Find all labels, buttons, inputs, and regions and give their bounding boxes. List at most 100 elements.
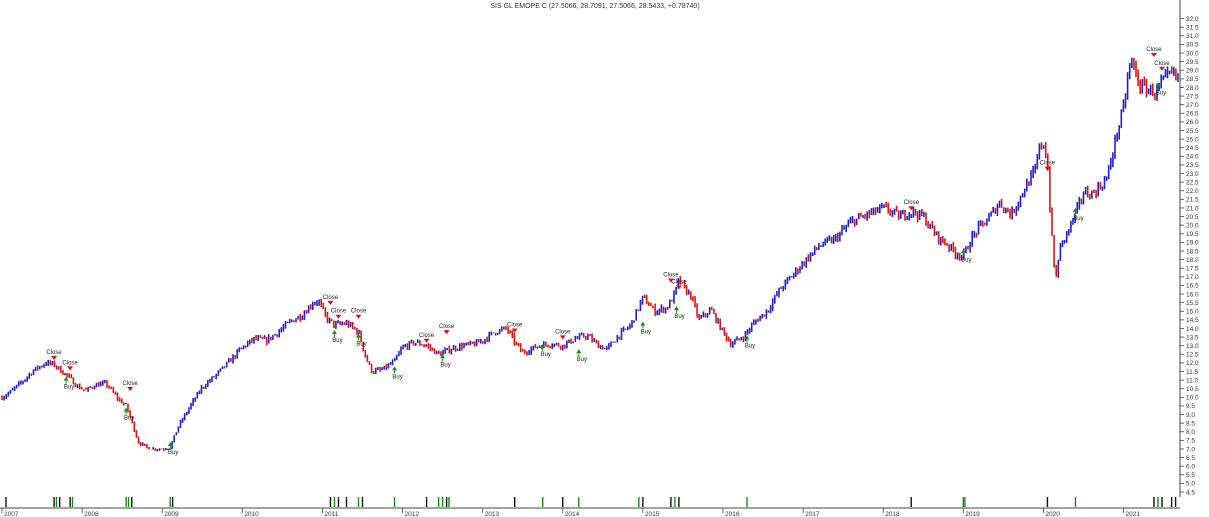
buy-marker [1155,82,1161,87]
close-label: Close [555,329,571,335]
close-marker [1158,66,1165,71]
close-label: Close [439,324,455,330]
y-tick-label: 18.0 [1186,257,1199,264]
price-plot-area [1,57,1179,452]
x-tick-label: 2018 [885,511,900,517]
y-tick-label: 21.5 [1186,197,1199,204]
buy-label: Buy [168,450,178,456]
close-label: Close [323,295,339,301]
close-marker [511,328,518,333]
x-tick-label: 2014 [565,511,580,517]
y-tick-label: 15.0 [1186,309,1199,316]
close-marker [67,366,74,371]
x-tick-label: 2020 [1045,511,1060,517]
x-tick-label: 2021 [1126,511,1141,517]
close-marker [127,386,134,391]
y-tick-label: 20.5 [1186,214,1199,221]
y-tick-label: 18.5 [1186,248,1199,255]
close-label: Close [419,333,435,339]
close-marker [355,314,362,319]
y-tick-label: 19.5 [1186,231,1199,238]
y-tick-label: 11.0 [1186,377,1199,384]
y-axis: 4.55.0 5.5 6.06.5 7.07.5 8.0 8.59.0 9.510.0 10.… [1180,16,1199,496]
x-tick-label: 2017 [805,511,820,517]
close-marker [667,278,674,283]
x-tick-label: 2013 [485,511,500,517]
y-tick-label: 6.0 [1186,463,1195,470]
close-marker [1150,53,1157,58]
buy-marker [960,249,966,254]
x-tick-label: 2009 [164,511,179,517]
close-marker [423,338,430,343]
close-label: Close [663,273,679,279]
x-tick-label: 2008 [84,511,99,517]
buy-label: Buy [541,352,551,358]
buy-label: Buy [392,374,402,380]
close-label: Close [46,350,62,356]
chart-title: SIS GL EMOPE C (27.5066, 28.7091, 27.506… [490,3,699,10]
buy-marker [167,442,173,447]
buy-marker [392,366,398,371]
buy-label: Buy [356,342,366,348]
close-label: Close [123,381,139,387]
y-tick-label: 12.0 [1186,360,1199,367]
buy-marker [576,349,582,354]
buy-label: Buy [745,343,755,349]
close-label: Close [507,322,523,328]
y-tick-label: 23.0 [1186,171,1199,178]
y-tick-label: 16.5 [1186,283,1199,290]
y-tick-label: 14.5 [1186,317,1199,324]
y-tick-label: 27.5 [1186,93,1199,100]
y-tick-label: 7.0 [1186,446,1195,453]
buy-label: Buy [440,362,450,368]
buy-label: Buy [577,357,587,363]
close-marker [1044,166,1051,171]
y-tick-label: 22.0 [1186,188,1199,195]
buy-marker [355,333,361,338]
buy-marker [440,354,446,359]
y-tick-label: 17.0 [1186,274,1199,281]
y-tick-label: 31.0 [1186,33,1199,40]
close-marker [327,300,334,305]
x-tick-label: 2015 [645,511,660,517]
y-tick-label: 13.5 [1186,334,1199,341]
y-tick-label: 27.0 [1186,102,1199,109]
close-marker [559,335,566,340]
buy-label: Buy [332,338,342,344]
buy-label: Buy [1073,216,1083,222]
y-tick-label: 20.0 [1186,222,1199,229]
y-tick-label: 25.0 [1186,136,1199,143]
y-tick-label: 9.0 [1186,412,1195,419]
signal-strip [5,497,1177,507]
y-tick-label: 30.0 [1186,50,1199,57]
buy-label: Buy [961,257,971,263]
y-tick-label: 10.5 [1186,386,1199,393]
y-tick-label: 11.5 [1186,369,1199,376]
buy-marker [1072,207,1078,212]
buy-marker [640,321,646,326]
y-tick-label: 25.5 [1186,128,1199,135]
close-label: Close [1040,161,1056,167]
y-tick-label: 26.0 [1186,119,1199,126]
x-tick-label: 2012 [405,511,420,517]
buy-marker [674,306,680,311]
y-tick-label: 8.0 [1186,429,1195,436]
y-tick-label: 10.0 [1186,395,1199,402]
buy-marker [123,407,129,412]
y-tick-label: 17.5 [1186,266,1199,273]
buy-label: Buy [124,416,134,422]
x-tick-label: 2016 [725,511,740,517]
y-tick-label: 5.5 [1186,472,1195,479]
buy-marker [63,376,69,381]
close-label: Close [351,309,367,315]
close-label: Close [1154,61,1170,67]
y-tick-label: 13.0 [1186,343,1199,350]
close-label: Close [62,360,78,366]
y-tick-label: 19.0 [1186,240,1199,247]
buy-label: Buy [674,314,684,320]
y-tick-label: 26.5 [1186,111,1199,118]
x-tick-label: 2007 [4,511,19,517]
close-marker [675,285,682,290]
close-label: Close [671,279,687,285]
